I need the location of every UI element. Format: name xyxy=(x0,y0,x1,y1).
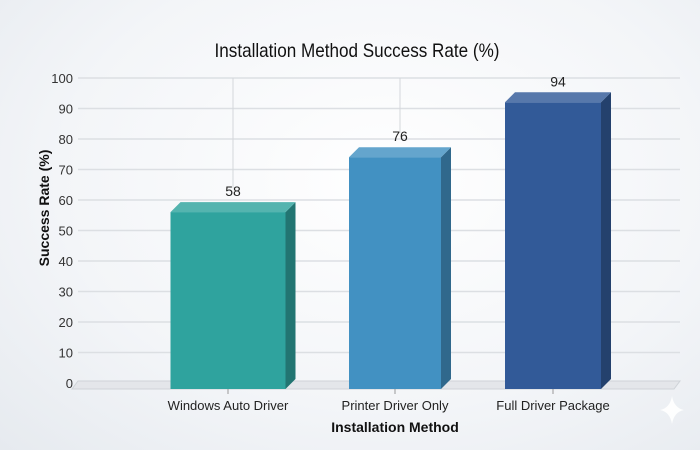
y-tick-label: 90 xyxy=(59,102,73,117)
y-tick-label: 100 xyxy=(51,71,73,86)
bar-top xyxy=(505,92,611,103)
bar-top xyxy=(170,202,296,213)
x-tick-label: Full Driver Package xyxy=(496,398,609,413)
bar-side xyxy=(285,202,296,389)
bar-side xyxy=(441,147,451,389)
y-axis-label: Success Rate (%) xyxy=(36,150,52,267)
y-tick-label: 80 xyxy=(59,132,73,147)
y-tick-label: 60 xyxy=(59,193,73,208)
x-tick-label: Windows Auto Driver xyxy=(168,398,289,413)
x-tick-label: Printer Driver Only xyxy=(342,398,449,413)
chart-title: Installation Method Success Rate (%) xyxy=(215,40,500,61)
sparkle-icon xyxy=(660,396,684,424)
y-tick-label: 0 xyxy=(66,376,73,391)
bar xyxy=(170,212,286,389)
y-tick-label: 40 xyxy=(59,254,73,269)
bar xyxy=(349,157,441,389)
y-tick-label: 10 xyxy=(59,346,73,361)
y-tick-label: 20 xyxy=(59,315,73,330)
bar-top xyxy=(349,147,451,158)
data-label: 76 xyxy=(392,128,408,144)
data-label: 94 xyxy=(550,73,566,89)
x-axis-label: Installation Method xyxy=(331,419,459,435)
y-tick-label: 30 xyxy=(59,285,73,300)
data-label: 58 xyxy=(225,183,241,199)
y-tick-label: 70 xyxy=(59,163,73,178)
bar-side xyxy=(601,92,611,390)
bar xyxy=(505,102,601,390)
y-tick-label: 50 xyxy=(59,224,73,239)
